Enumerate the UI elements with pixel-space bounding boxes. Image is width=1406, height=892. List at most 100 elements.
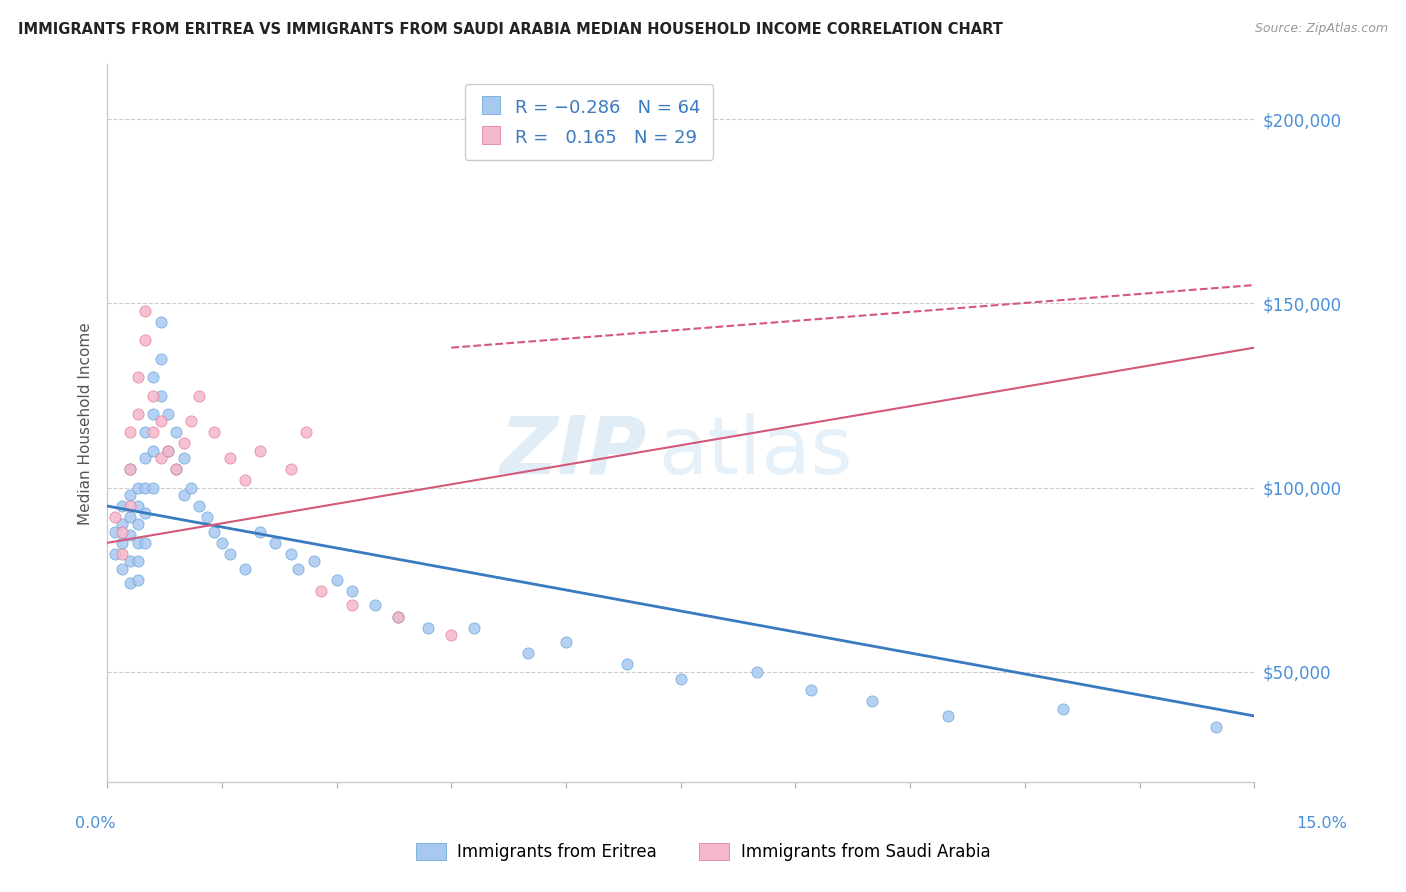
Point — [165, 462, 187, 476]
Point — [295, 425, 318, 440]
Text: 0.0%: 0.0% — [76, 816, 115, 831]
Text: ZIP: ZIP — [499, 413, 647, 491]
Point — [134, 507, 156, 521]
Point — [120, 462, 142, 476]
Point — [134, 451, 156, 466]
Point — [1205, 720, 1227, 734]
Point — [120, 554, 142, 568]
Point — [233, 561, 256, 575]
Point — [311, 583, 333, 598]
Point — [149, 351, 172, 366]
Point — [211, 536, 233, 550]
Point — [218, 547, 240, 561]
Point — [127, 536, 149, 550]
Point — [104, 510, 127, 524]
Point — [134, 303, 156, 318]
Point — [280, 462, 302, 476]
Text: atlas: atlas — [658, 413, 852, 491]
Point — [120, 499, 142, 513]
Point — [555, 635, 578, 649]
Point — [364, 599, 387, 613]
Point — [127, 481, 149, 495]
Point — [120, 462, 142, 476]
Point — [111, 536, 134, 550]
Point — [165, 425, 187, 440]
Point — [142, 407, 165, 421]
Point — [120, 488, 142, 502]
Point — [120, 576, 142, 591]
Point — [149, 315, 172, 329]
Point — [111, 517, 134, 532]
Text: Source: ZipAtlas.com: Source: ZipAtlas.com — [1254, 22, 1388, 36]
Point — [1052, 701, 1074, 715]
Legend: R = −0.286   N = 64, R =   0.165   N = 29: R = −0.286 N = 64, R = 0.165 N = 29 — [464, 84, 713, 160]
Point — [142, 481, 165, 495]
Point — [616, 657, 638, 672]
Point — [104, 547, 127, 561]
Point — [173, 436, 195, 450]
Point — [149, 414, 172, 428]
Point — [120, 528, 142, 542]
Point — [669, 672, 692, 686]
Text: IMMIGRANTS FROM ERITREA VS IMMIGRANTS FROM SAUDI ARABIA MEDIAN HOUSEHOLD INCOME : IMMIGRANTS FROM ERITREA VS IMMIGRANTS FR… — [18, 22, 1002, 37]
Point — [249, 443, 271, 458]
Point — [127, 573, 149, 587]
Point — [142, 443, 165, 458]
Point — [111, 524, 134, 539]
Point — [280, 547, 302, 561]
Point — [233, 473, 256, 487]
Point — [800, 683, 823, 698]
Point — [173, 488, 195, 502]
Point — [157, 407, 180, 421]
Point — [134, 425, 156, 440]
Point — [187, 388, 209, 402]
Point — [127, 517, 149, 532]
Point — [340, 599, 363, 613]
Point — [111, 547, 134, 561]
Point — [187, 499, 209, 513]
Point — [149, 451, 172, 466]
Point — [938, 709, 960, 723]
Point — [516, 646, 538, 660]
Point — [127, 554, 149, 568]
Point — [302, 554, 325, 568]
Point — [249, 524, 271, 539]
Point — [747, 665, 769, 679]
Point — [418, 621, 440, 635]
Point — [134, 481, 156, 495]
Point — [134, 333, 156, 347]
Point — [134, 536, 156, 550]
Point — [202, 524, 225, 539]
Point — [127, 407, 149, 421]
Point — [111, 561, 134, 575]
Point — [127, 499, 149, 513]
Point — [202, 425, 225, 440]
Point — [173, 451, 195, 466]
Y-axis label: Median Household Income: Median Household Income — [79, 322, 93, 524]
Point — [180, 481, 202, 495]
Point — [157, 443, 180, 458]
Point — [142, 388, 165, 402]
Point — [860, 694, 883, 708]
Point — [463, 621, 485, 635]
Point — [165, 462, 187, 476]
Point — [142, 370, 165, 384]
Point — [325, 573, 347, 587]
Point — [264, 536, 287, 550]
Point — [120, 425, 142, 440]
Point — [195, 510, 218, 524]
Point — [157, 443, 180, 458]
Point — [340, 583, 363, 598]
Point — [142, 425, 165, 440]
Point — [218, 451, 240, 466]
Text: 15.0%: 15.0% — [1296, 816, 1347, 831]
Point — [120, 510, 142, 524]
Point — [287, 561, 309, 575]
Point — [387, 609, 409, 624]
Point — [180, 414, 202, 428]
Point — [387, 609, 409, 624]
Point — [149, 388, 172, 402]
Point — [440, 628, 463, 642]
Point — [111, 499, 134, 513]
Point — [127, 370, 149, 384]
